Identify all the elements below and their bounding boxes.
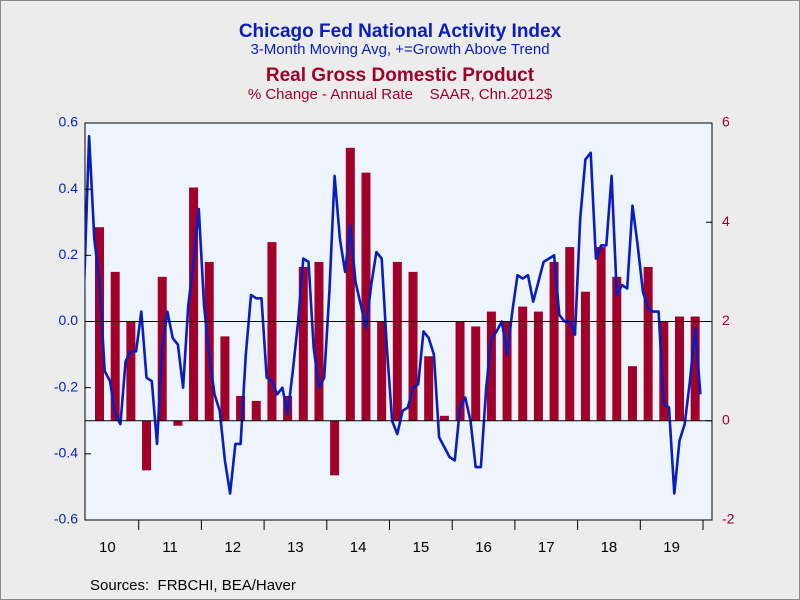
bar <box>220 336 230 421</box>
legend-subtitle: 3-Month Moving Avg, +=Growth Above Trend <box>250 41 549 58</box>
bar <box>659 321 669 421</box>
bar <box>251 400 261 421</box>
bar <box>439 415 449 421</box>
bar <box>627 366 637 421</box>
bar <box>674 316 684 421</box>
legend-subtitle: % Change - Annual Rate SAAR, Chn.2012$ <box>248 86 553 103</box>
bar <box>142 420 152 471</box>
bar <box>298 266 308 421</box>
bar <box>424 356 434 421</box>
y2-tick-label: 0 <box>722 411 730 427</box>
y-tick-label: -0.4 <box>54 445 78 461</box>
y-tick-label: 0.6 <box>59 114 79 130</box>
bar <box>126 321 136 421</box>
bar <box>95 227 105 421</box>
bar <box>408 271 418 421</box>
bar <box>314 261 324 421</box>
bar <box>486 311 496 421</box>
bar <box>110 271 120 421</box>
x-tick-label: 15 <box>413 539 430 556</box>
bar <box>173 420 183 426</box>
line <box>85 134 702 495</box>
y2-tick-label: 4 <box>722 213 730 229</box>
x-tick-label: 12 <box>224 539 241 556</box>
bar <box>267 242 277 421</box>
bar <box>330 420 340 476</box>
x-tick-label: 16 <box>475 539 492 556</box>
x-tick-label: 13 <box>287 539 304 556</box>
bar <box>361 172 371 421</box>
x-tick-label: 14 <box>350 539 367 556</box>
y-tick-label: -0.2 <box>54 378 78 394</box>
bar <box>612 276 622 421</box>
y2-tick-label: 6 <box>722 114 730 130</box>
x-tick-label: 18 <box>601 539 618 556</box>
y2-tick-label: -2 <box>722 511 735 527</box>
x-tick-label: 11 <box>162 539 178 556</box>
bar <box>518 306 528 421</box>
bar <box>471 326 481 421</box>
bar <box>236 395 246 421</box>
bar <box>392 261 402 421</box>
y-tick-label: 0.4 <box>59 180 79 196</box>
y2-tick-label: 2 <box>722 312 730 328</box>
legend-title: Chicago Fed National Activity Index <box>239 21 562 42</box>
y-tick-label: 0.0 <box>59 312 79 328</box>
legend-title: Real Gross Domestic Product <box>266 65 535 86</box>
plot-marks <box>85 134 702 495</box>
bar <box>189 187 199 421</box>
bar <box>533 311 543 421</box>
x-tick-label: 10 <box>99 539 116 556</box>
x-tick-label: 17 <box>538 539 555 556</box>
bar <box>565 247 575 421</box>
bar <box>549 261 559 421</box>
bar <box>596 247 606 421</box>
bar <box>377 321 387 421</box>
y-tick-label: -0.6 <box>54 511 78 527</box>
x-tick-label: 19 <box>663 539 680 556</box>
bar <box>690 316 700 421</box>
bar <box>643 266 653 421</box>
bar <box>502 321 512 421</box>
bar <box>204 261 214 421</box>
source: Sources: FRBCHI, BEA/Haver <box>90 577 296 594</box>
bar <box>345 147 355 421</box>
bar <box>580 291 590 421</box>
y-tick-label: 0.2 <box>59 246 79 262</box>
bar <box>455 321 465 421</box>
